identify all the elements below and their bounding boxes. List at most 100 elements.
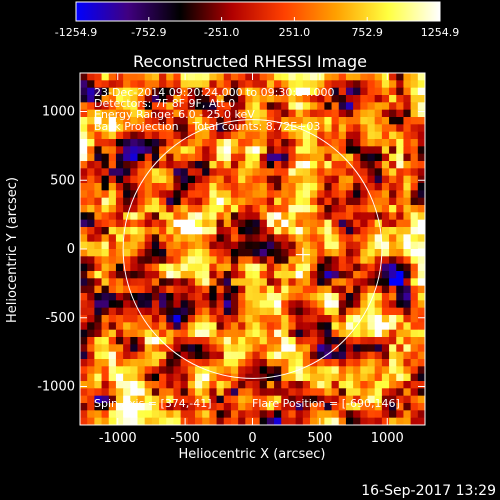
heatmap-cell bbox=[223, 161, 232, 169]
heatmap-cell bbox=[310, 80, 318, 89]
heatmap-cell bbox=[353, 183, 361, 191]
heatmap-cell bbox=[417, 139, 425, 147]
heatmap-cell bbox=[238, 344, 246, 353]
heatmap-cell bbox=[302, 139, 311, 147]
heatmap-cell bbox=[310, 410, 318, 419]
heatmap-cell bbox=[230, 139, 239, 147]
heatmap-cell bbox=[245, 168, 254, 177]
heatmap-cell bbox=[417, 307, 425, 316]
heatmap-cell bbox=[209, 344, 218, 353]
heatmap-cell bbox=[259, 102, 268, 111]
heatmap-cell bbox=[367, 124, 376, 133]
heatmap-cell bbox=[389, 410, 397, 419]
heatmap-cell bbox=[302, 344, 311, 353]
heatmap-cell bbox=[166, 410, 175, 419]
heatmap-cell bbox=[360, 381, 369, 389]
heatmap-cell bbox=[166, 73, 175, 81]
heatmap-cell bbox=[345, 293, 354, 301]
heatmap-cell bbox=[360, 117, 369, 125]
heatmap-cell bbox=[410, 337, 419, 345]
heatmap-cell bbox=[288, 175, 297, 184]
heatmap-cell bbox=[209, 131, 218, 140]
heatmap-cell bbox=[94, 351, 103, 360]
heatmap-cell bbox=[266, 285, 275, 294]
heatmap-cell bbox=[173, 293, 182, 301]
heatmap-cell bbox=[123, 197, 131, 206]
heatmap-cell bbox=[151, 227, 160, 235]
heatmap-cell bbox=[317, 87, 325, 96]
heatmap-cell bbox=[410, 241, 419, 250]
heatmap-cell bbox=[266, 124, 275, 133]
heatmap-cell bbox=[302, 278, 311, 287]
heatmap-cell bbox=[288, 161, 297, 169]
heatmap-cell bbox=[345, 300, 354, 309]
heatmap-cell bbox=[245, 117, 254, 125]
heatmap-cell bbox=[310, 124, 318, 133]
heatmap-cell bbox=[159, 271, 167, 279]
heatmap-cell bbox=[151, 359, 160, 367]
heatmap-cell bbox=[216, 139, 225, 147]
heatmap-cell bbox=[302, 73, 311, 81]
heatmap-cell bbox=[80, 219, 88, 228]
heatmap-cell bbox=[180, 293, 189, 301]
heatmap-cell bbox=[252, 373, 261, 382]
heatmap-cell bbox=[108, 293, 117, 301]
heatmap-cell bbox=[245, 124, 254, 133]
heatmap-cell bbox=[317, 278, 325, 287]
heatmap-cell bbox=[87, 124, 95, 133]
heatmap-cell bbox=[94, 175, 103, 184]
heatmap-cell bbox=[324, 322, 333, 331]
heatmap-cell bbox=[230, 351, 239, 360]
heatmap-cell bbox=[209, 395, 218, 404]
heatmap-cell bbox=[115, 102, 124, 111]
heatmap-cell bbox=[274, 87, 282, 96]
heatmap-cell bbox=[410, 410, 419, 419]
heatmap-cell bbox=[403, 366, 412, 375]
heatmap-cell bbox=[389, 373, 397, 382]
heatmap-cell bbox=[101, 73, 110, 81]
heatmap-cell bbox=[209, 249, 218, 257]
heatmap-cell bbox=[389, 271, 397, 279]
heatmap-cell bbox=[417, 381, 425, 389]
heatmap-cell bbox=[338, 410, 347, 419]
heatmap-cell bbox=[396, 403, 405, 411]
heatmap-cell bbox=[223, 234, 232, 243]
heatmap-cell bbox=[345, 87, 354, 96]
heatmap-cell bbox=[310, 285, 318, 294]
heatmap-cell bbox=[223, 271, 232, 279]
heatmap-cell bbox=[209, 322, 218, 331]
heatmap-cell bbox=[259, 153, 268, 162]
heatmap-cell bbox=[115, 417, 124, 425]
heatmap-cell bbox=[101, 256, 110, 265]
heatmap-cell bbox=[317, 124, 325, 133]
heatmap-cell bbox=[338, 322, 347, 331]
heatmap-cell bbox=[94, 410, 103, 419]
heatmap-cell bbox=[295, 395, 304, 404]
heatmap-cell bbox=[108, 161, 117, 169]
heatmap-cell bbox=[259, 285, 268, 294]
heatmap-cell bbox=[324, 219, 333, 228]
heatmap-cell bbox=[144, 227, 153, 235]
heatmap-cell bbox=[281, 388, 290, 397]
heatmap-cell bbox=[345, 337, 354, 345]
heatmap-cell bbox=[288, 139, 297, 147]
heatmap-cell bbox=[360, 183, 369, 191]
heatmap-cell bbox=[173, 73, 182, 81]
heatmap-cell bbox=[202, 73, 210, 81]
heatmap-cell bbox=[288, 249, 297, 257]
heatmap-cell bbox=[396, 263, 405, 272]
heatmap-cell bbox=[159, 410, 167, 419]
heatmap-cell bbox=[353, 381, 361, 389]
heatmap-cell bbox=[115, 300, 124, 309]
heatmap-cell bbox=[281, 234, 290, 243]
heatmap-cell bbox=[223, 102, 232, 111]
heatmap-cell bbox=[216, 285, 225, 294]
annotation-flare-position: Flare Position = [-690,146] bbox=[252, 397, 400, 410]
heatmap-cell bbox=[209, 300, 218, 309]
heatmap-cell bbox=[173, 190, 182, 199]
heatmap-cell bbox=[108, 307, 117, 316]
heatmap-cell bbox=[259, 139, 268, 147]
heatmap-cell bbox=[166, 87, 175, 96]
heatmap-cell bbox=[108, 344, 117, 353]
